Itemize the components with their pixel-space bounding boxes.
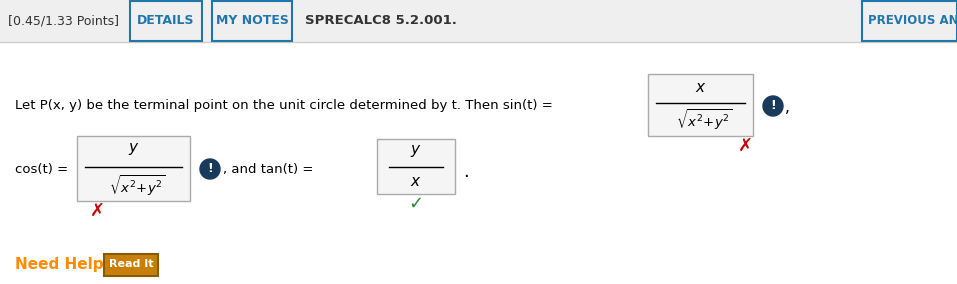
Text: $x$: $x$ <box>411 174 422 189</box>
Text: SPRECALC8 5.2.001.: SPRECALC8 5.2.001. <box>305 14 456 28</box>
Circle shape <box>200 159 220 179</box>
Text: cos(t) =: cos(t) = <box>15 162 68 176</box>
Text: ,: , <box>785 101 790 116</box>
FancyBboxPatch shape <box>377 139 455 194</box>
Text: $\sqrt{x^2\!+\!y^2}$: $\sqrt{x^2\!+\!y^2}$ <box>109 174 166 198</box>
Text: .: . <box>463 163 469 181</box>
Text: MY NOTES: MY NOTES <box>215 14 288 28</box>
Text: $y$: $y$ <box>127 141 140 157</box>
Text: ✓: ✓ <box>409 195 424 213</box>
Text: !: ! <box>207 162 212 175</box>
Text: $x$: $x$ <box>695 80 706 95</box>
Text: Read It: Read It <box>109 259 153 269</box>
Text: Let P(x, y) be the terminal point on the unit circle determined by t. Then sin(t: Let P(x, y) be the terminal point on the… <box>15 99 553 112</box>
Text: , and tan(t) =: , and tan(t) = <box>223 162 313 176</box>
Circle shape <box>763 96 783 116</box>
FancyBboxPatch shape <box>648 74 753 136</box>
Text: !: ! <box>770 99 776 112</box>
Text: ✗: ✗ <box>738 137 752 155</box>
Text: ✗: ✗ <box>89 202 104 220</box>
Text: $y$: $y$ <box>411 143 422 159</box>
Text: [0.45/1.33 Points]: [0.45/1.33 Points] <box>8 14 119 28</box>
Text: PREVIOUS ANSW: PREVIOUS ANSW <box>868 14 957 28</box>
Text: $\sqrt{x^2\!+\!y^2}$: $\sqrt{x^2\!+\!y^2}$ <box>676 108 733 132</box>
Text: DETAILS: DETAILS <box>137 14 195 28</box>
FancyBboxPatch shape <box>104 254 158 276</box>
Text: Need Help?: Need Help? <box>15 256 113 272</box>
FancyBboxPatch shape <box>0 42 957 284</box>
FancyBboxPatch shape <box>77 136 190 201</box>
